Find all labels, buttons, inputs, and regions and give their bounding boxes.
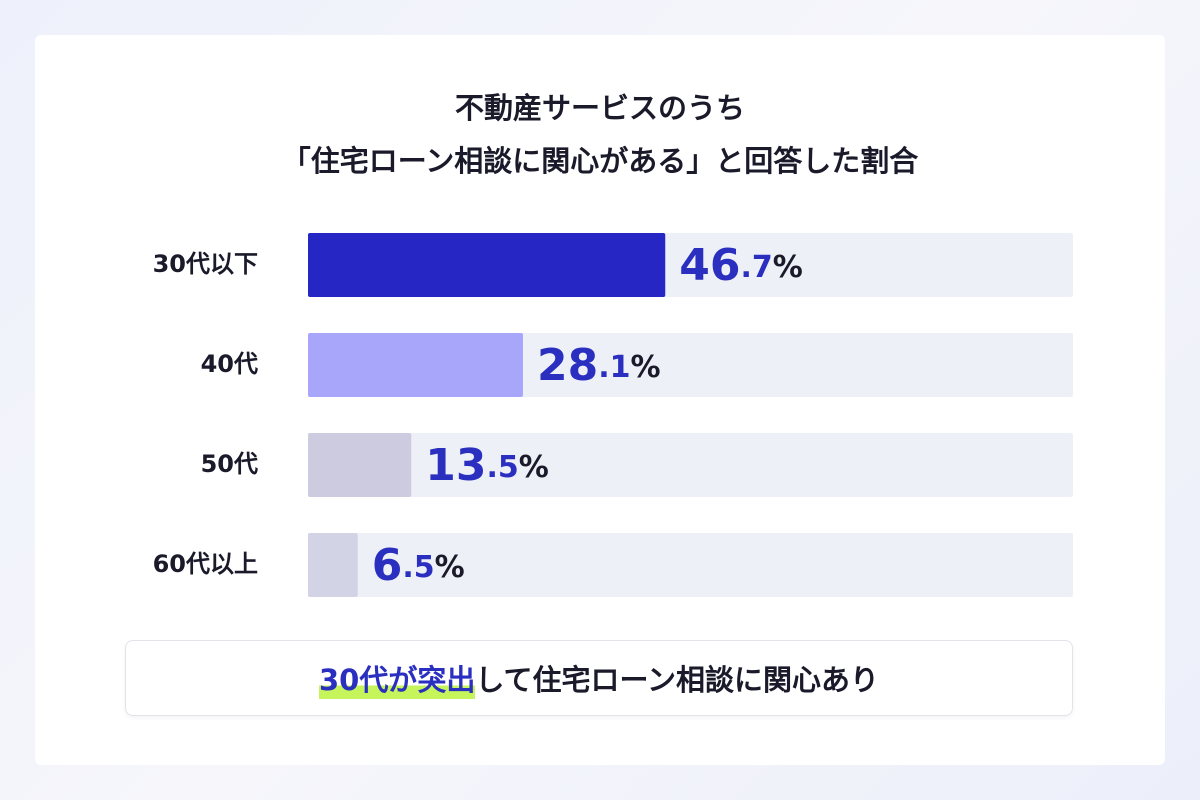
bar-track — [308, 533, 1073, 597]
bar — [308, 333, 523, 397]
value-label: 6.5% — [372, 540, 465, 591]
y-tick-label: 60代以上 — [153, 550, 258, 578]
y-tick-label: 50代 — [201, 450, 258, 478]
bar — [308, 233, 666, 297]
chart-title: 不動産サービスのうち — [455, 91, 745, 125]
annotation-text: して住宅ローン相談に関心あり — [475, 663, 880, 697]
annotation-highlight: 30代が突出 — [318, 657, 476, 699]
value-label: 46.7% — [679, 240, 803, 291]
value-label: 13.5% — [425, 440, 549, 491]
bar — [308, 433, 412, 497]
value-label: 28.1% — [537, 340, 661, 391]
chart-title: 「住宅ローン相談に関心がある」と回答した割合 — [282, 144, 919, 178]
annotation: 30代が突出 して住宅ローン相談に関心あり — [125, 640, 1073, 716]
bar — [308, 533, 358, 597]
bar-track — [308, 433, 1073, 497]
y-tick-label: 40代 — [201, 350, 258, 378]
y-tick-label: 30代以下 — [153, 250, 258, 278]
